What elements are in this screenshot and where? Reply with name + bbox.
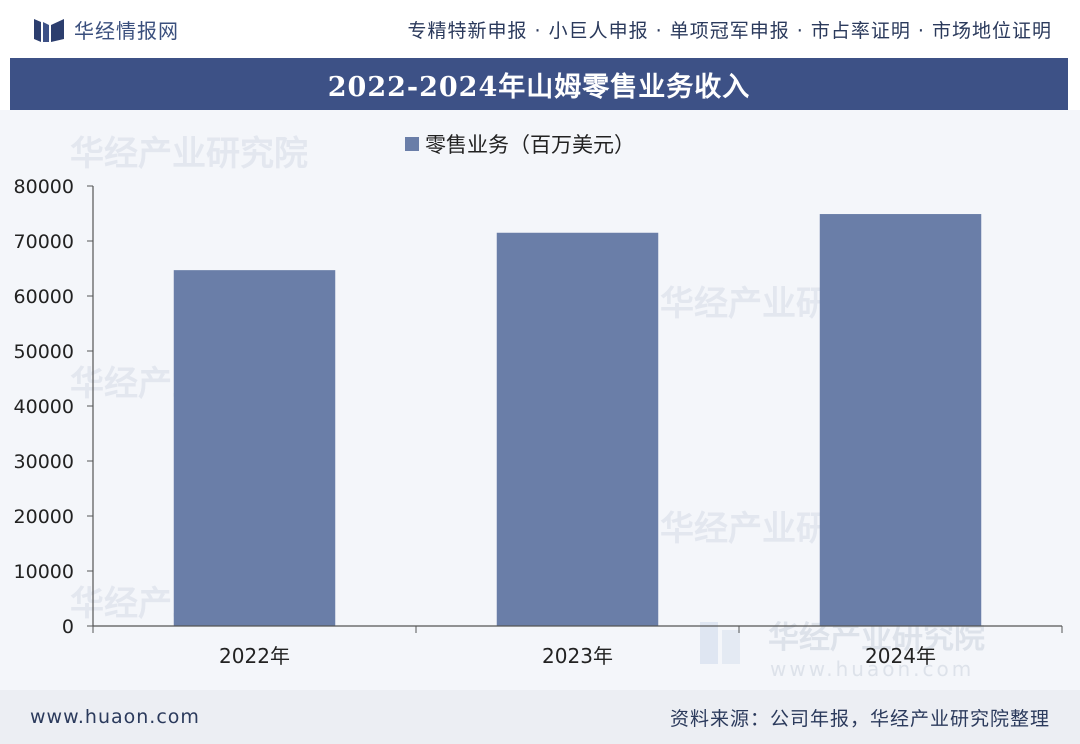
chart-legend: 零售业务（百万美元） <box>405 133 635 157</box>
huaon-logo-icon <box>34 19 64 42</box>
brand[interactable]: 华经情报网 <box>34 15 179 44</box>
watermark-url: www.huaon.com <box>770 657 974 681</box>
chart-title: 2022-2024年山姆零售业务收入 <box>327 71 751 103</box>
watermark-text: 华经产业研究院 <box>70 134 308 174</box>
y-tick-label: 10000 <box>14 561 74 583</box>
y-tick-label: 50000 <box>14 341 74 363</box>
x-tick-label: 2023年 <box>542 644 613 668</box>
legend-label: 零售业务（百万美元） <box>425 133 635 157</box>
y-tick-label: 40000 <box>14 396 74 418</box>
footer-source: 资料来源：公司年报，华经产业研究院整理 <box>669 707 1050 730</box>
y-tick-label: 20000 <box>14 506 74 528</box>
legend-swatch <box>405 137 419 151</box>
bar <box>173 270 336 626</box>
header: 华经情报网 专精特新申报 · 小巨人申报 · 单项冠军申报 · 市占率证明 · … <box>0 0 1080 58</box>
y-tick-label: 0 <box>62 616 74 638</box>
brand-name: 华经情报网 <box>74 18 179 43</box>
y-tick-label: 80000 <box>14 176 74 198</box>
x-tick-label: 2022年 <box>219 644 290 668</box>
watermark-logo-icon <box>722 630 740 664</box>
y-tick-label: 60000 <box>14 286 74 308</box>
footer-site-link[interactable]: www.huaon.com <box>30 706 200 728</box>
header-tagline[interactable]: 专精特新申报 · 小巨人申报 · 单项冠军申报 · 市占率证明 · 市场地位证明 <box>407 19 1052 42</box>
x-tick-label: 2024年 <box>865 644 936 668</box>
x-axis: 2022年 2023年 2024年 <box>92 625 1063 668</box>
y-axis: 0 10000 20000 30000 40000 50000 60000 70000 8000… <box>14 176 94 638</box>
y-tick-label: 70000 <box>14 231 74 253</box>
y-tick-label: 30000 <box>14 451 74 473</box>
footer: www.huaon.com 资料来源：公司年报，华经产业研究院整理 <box>0 690 1080 744</box>
bar <box>496 232 659 626</box>
bars <box>173 214 982 627</box>
bar-chart: 华经产业研究院华经产业研究院华经产业研究院华经产业研究院华经产业研究院华经产业研… <box>14 133 1063 681</box>
watermark-logo-icon <box>700 622 718 664</box>
chart-title-bar: 2022-2024年山姆零售业务收入 <box>10 58 1068 110</box>
bar <box>819 214 982 627</box>
chart-area: 华经产业研究院华经产业研究院华经产业研究院华经产业研究院华经产业研究院华经产业研… <box>0 110 1080 690</box>
